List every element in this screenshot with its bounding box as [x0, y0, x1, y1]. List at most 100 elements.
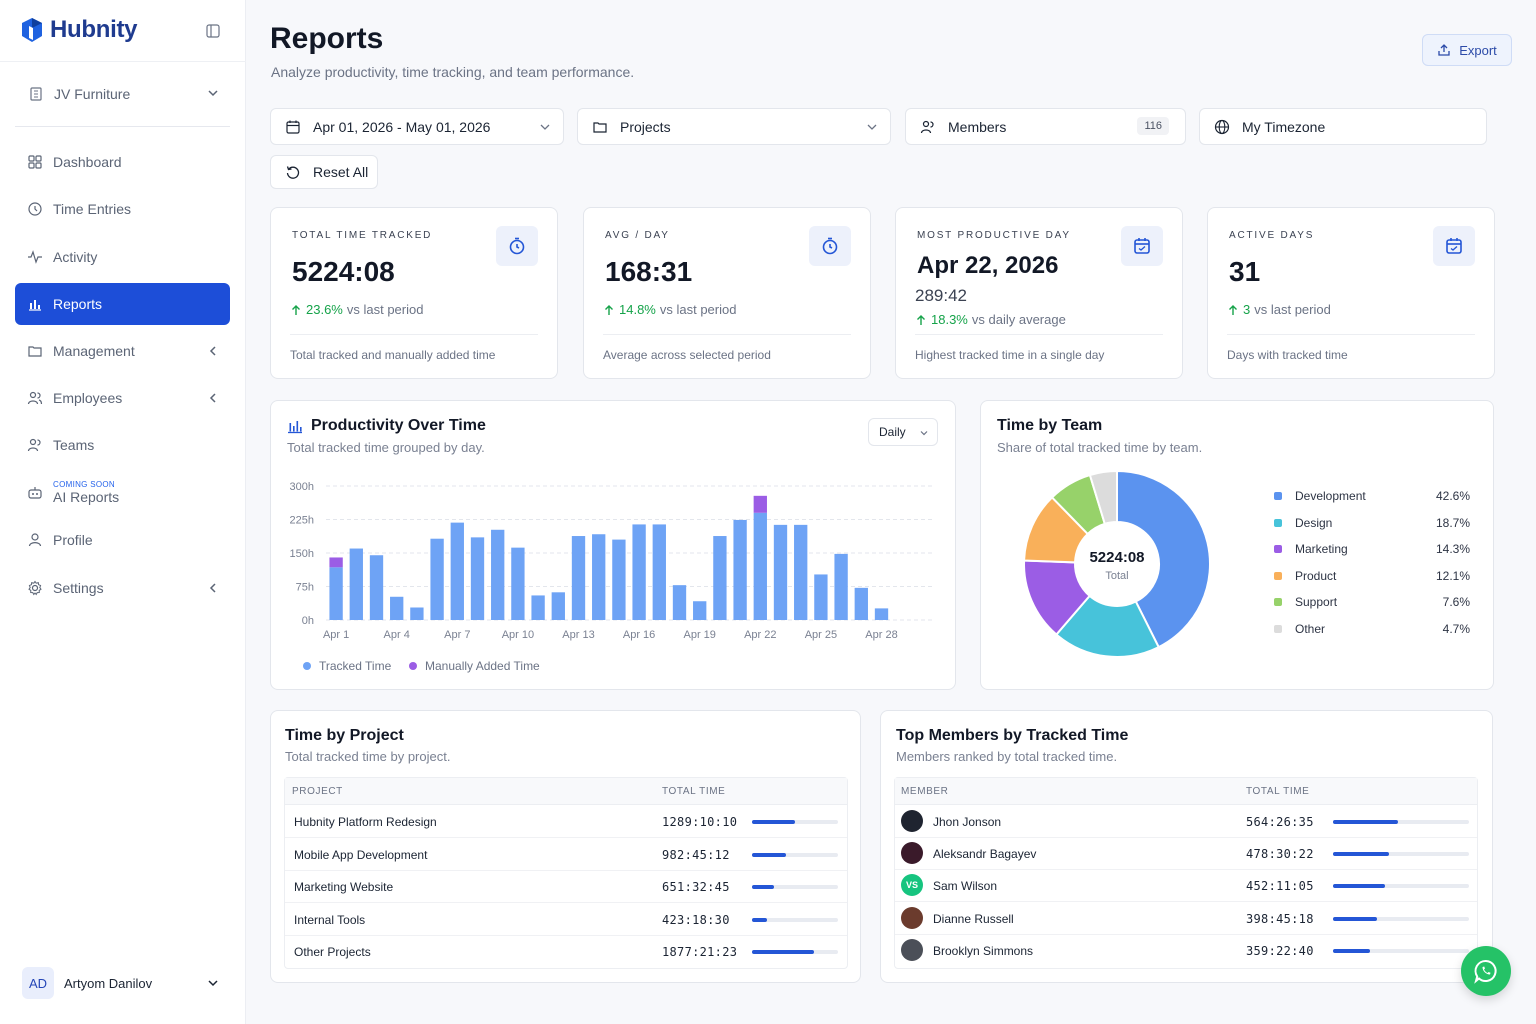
legend-manual: Manually Added Time	[409, 659, 540, 673]
granularity-select[interactable]: Daily	[868, 418, 938, 446]
bar-tracked[interactable]	[713, 536, 727, 620]
table-header: PROJECT TOTAL TIME	[285, 778, 847, 805]
team-icon	[27, 438, 41, 452]
bar-tracked[interactable]	[491, 529, 505, 620]
table-row[interactable]: Aleksandr Bagayev 478:30:22	[895, 838, 1477, 871]
sidebar-item-ai-reports[interactable]: COMING SOON AI Reports	[15, 472, 230, 514]
page-subtitle: Analyze productivity, time tracking, and…	[271, 64, 635, 80]
stat-trend-value: 18.3%	[931, 312, 968, 327]
member-name: Brooklyn Simmons	[933, 943, 1034, 958]
projects-filter[interactable]: Projects	[577, 108, 891, 145]
column-header: TOTAL TIME	[662, 786, 726, 797]
bar-tracked[interactable]	[450, 522, 464, 620]
legend-label: Design	[1295, 515, 1333, 530]
bar-tracked[interactable]	[511, 547, 525, 620]
sidebar-item-label: Management	[53, 343, 135, 359]
stat-divider	[1227, 334, 1475, 335]
bar-tracked[interactable]	[470, 537, 485, 620]
productivity-title: Productivity Over Time	[311, 417, 486, 434]
table-row[interactable]: Jhon Jonson 564:26:35	[895, 806, 1477, 838]
sidebar-item-label: Dashboard	[53, 154, 122, 170]
calendar-icon	[1433, 226, 1475, 266]
reset-all-button[interactable]: Reset All	[270, 155, 378, 189]
bar-tracked[interactable]	[693, 601, 707, 620]
legend-label: Other	[1295, 622, 1326, 636]
donut-slice-other[interactable]	[1088, 469, 1118, 526]
legend-item-other: Other 4.7%	[1274, 622, 1470, 636]
logo[interactable]: Hubnity	[20, 16, 138, 44]
bar-tracked[interactable]	[834, 553, 848, 620]
table-row[interactable]: Other Projects 1877:21:23	[285, 936, 847, 968]
bar-manual[interactable]	[329, 557, 343, 568]
bar-tracked[interactable]	[794, 524, 808, 620]
bar-tracked[interactable]	[369, 555, 384, 620]
sidebar-item-profile[interactable]: Profile	[15, 519, 230, 561]
bar-tracked[interactable]	[612, 539, 626, 620]
sidebar-item-reports[interactable]: Reports	[15, 283, 230, 325]
bar-tracked[interactable]	[531, 595, 545, 620]
bar-manual[interactable]	[753, 495, 767, 513]
granularity-value: Daily	[879, 425, 906, 439]
bar-tracked[interactable]	[551, 592, 565, 620]
date-range-picker[interactable]: Apr 01, 2026 - May 01, 2026	[270, 108, 564, 145]
stat-trend: 14.8% vs last period	[603, 302, 736, 317]
sidebar-item-label: Time Entries	[53, 201, 132, 217]
bar-tracked[interactable]	[390, 596, 404, 620]
bar-chart-icon	[29, 300, 41, 311]
legend-item-support: Support 7.6%	[1274, 595, 1470, 609]
bar-tracked[interactable]	[753, 512, 767, 620]
sidebar-item-management[interactable]: Management	[15, 330, 230, 372]
bar-tracked[interactable]	[854, 587, 868, 620]
bar-tracked[interactable]	[349, 548, 363, 620]
table-row[interactable]: Hubnity Platform Redesign 1289:10:10	[285, 806, 847, 838]
export-button[interactable]: Export	[1422, 34, 1512, 66]
chevron-down-icon	[867, 124, 877, 130]
progress-fill	[1333, 852, 1389, 857]
members-filter[interactable]: Members 116	[905, 108, 1186, 145]
table-row[interactable]: Internal Tools 423:18:30	[285, 904, 847, 936]
table-row[interactable]: Mobile App Development 982:45:12	[285, 839, 847, 871]
arrow-up-icon	[605, 304, 613, 315]
bar-tracked[interactable]	[632, 524, 646, 620]
bar-tracked[interactable]	[430, 538, 444, 620]
bar-tracked[interactable]	[329, 567, 343, 620]
stopwatch-icon	[496, 226, 538, 266]
bar-tracked[interactable]	[672, 585, 687, 620]
table-row[interactable]: Brooklyn Simmons 359:22:40	[895, 935, 1477, 967]
stat-card-total-time: TOTAL TIME TRACKED 5224:08 23.6% vs last…	[270, 207, 558, 379]
bar-tracked[interactable]	[592, 534, 606, 620]
sidebar-item-settings[interactable]: Settings	[15, 567, 230, 609]
chevron-left-icon	[209, 583, 216, 593]
legend-value: 18.7%	[1435, 515, 1470, 530]
sidebar-collapse-icon[interactable]	[206, 24, 220, 38]
sidebar-item-dashboard[interactable]: Dashboard	[15, 141, 230, 183]
whatsapp-chat-button[interactable]	[1461, 946, 1511, 996]
table-row[interactable]: Marketing Website 651:32:45	[285, 871, 847, 904]
bar-tracked[interactable]	[733, 519, 747, 620]
bar-tracked[interactable]	[814, 574, 828, 620]
sidebar-item-activity[interactable]: Activity	[15, 236, 230, 278]
progress-bar	[1333, 852, 1469, 857]
org-selector[interactable]: JV Furniture	[16, 76, 230, 112]
bar-tracked[interactable]	[410, 607, 424, 620]
progress-bar	[752, 852, 838, 857]
bar-tracked[interactable]	[652, 524, 666, 620]
timezone-filter[interactable]: My Timezone	[1199, 108, 1487, 145]
projects-table: PROJECT TOTAL TIME Hubnity Platform Rede…	[284, 777, 848, 969]
bar-tracked[interactable]	[773, 524, 788, 620]
y-tick-label: 150h	[290, 548, 314, 560]
donut-slice-development[interactable]	[1116, 469, 1211, 649]
legend-label: Product	[1295, 568, 1337, 583]
hubnity-logo-icon	[22, 18, 42, 42]
sidebar-item-teams[interactable]: Teams	[15, 424, 230, 466]
table-row[interactable]: Dianne Russell 398:45:18	[895, 903, 1477, 935]
user-menu[interactable]: AD Artyom Danilov	[22, 966, 228, 1000]
column-header: TOTAL TIME	[1246, 786, 1310, 797]
stat-subvalue: 289:42	[915, 286, 967, 305]
sidebar-item-time-entries[interactable]: Time Entries	[15, 188, 230, 230]
project-total-time: 1289:10:10	[662, 815, 738, 829]
sidebar-item-employees[interactable]: Employees	[15, 377, 230, 419]
table-row[interactable]: VS Sam Wilson 452:11:05	[895, 870, 1477, 903]
bar-tracked[interactable]	[571, 536, 586, 620]
bar-tracked[interactable]	[874, 608, 889, 620]
